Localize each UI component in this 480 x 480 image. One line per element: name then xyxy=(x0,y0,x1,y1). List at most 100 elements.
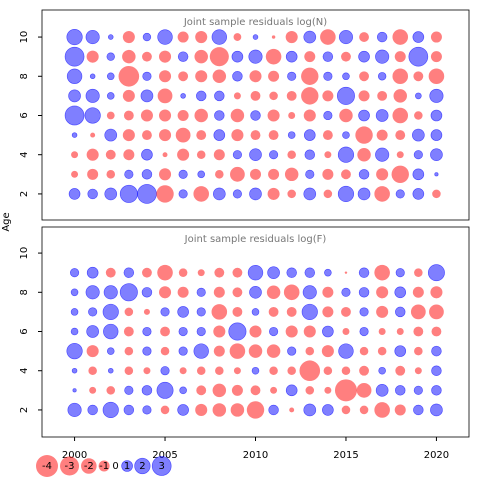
y-tick-label: 10 xyxy=(19,247,30,260)
bubble xyxy=(303,187,317,201)
bubble xyxy=(86,50,99,63)
bubble xyxy=(286,267,297,278)
bubble xyxy=(299,360,321,382)
bubble xyxy=(267,187,280,200)
bubble xyxy=(376,168,389,181)
bubble xyxy=(233,92,241,100)
bubble xyxy=(376,31,388,43)
bubble xyxy=(85,88,100,103)
bubble xyxy=(376,305,389,318)
bubble xyxy=(106,72,115,81)
bubble xyxy=(430,31,442,43)
bubble xyxy=(342,328,350,335)
x-tick-label: 2020 xyxy=(424,450,449,461)
bubble xyxy=(119,184,138,203)
bubble xyxy=(268,168,280,180)
bubble xyxy=(394,404,406,416)
bubble xyxy=(122,129,135,142)
bubble xyxy=(232,189,242,199)
bubble xyxy=(396,328,404,335)
bubble xyxy=(413,150,423,160)
bubble xyxy=(301,87,319,105)
bubble xyxy=(229,343,246,359)
bubble xyxy=(249,325,262,338)
bubble xyxy=(303,109,316,122)
bubble xyxy=(212,403,227,417)
bubble xyxy=(322,404,334,416)
bubble xyxy=(214,267,225,278)
bubble xyxy=(105,267,116,278)
bubble xyxy=(321,345,334,358)
bubble xyxy=(71,151,79,159)
bubble xyxy=(432,189,441,199)
bubble xyxy=(179,367,187,375)
bubble xyxy=(98,460,110,472)
bubble xyxy=(359,365,369,376)
bubble xyxy=(66,343,83,360)
bubble xyxy=(66,68,83,84)
bubble xyxy=(266,344,281,358)
legend-label: -1 xyxy=(99,461,109,472)
bubble xyxy=(303,129,316,141)
bubble xyxy=(265,48,282,65)
bubble xyxy=(211,29,227,45)
bubble xyxy=(196,326,206,337)
bubble xyxy=(142,267,152,278)
bubble xyxy=(123,267,135,278)
bubble xyxy=(338,343,354,359)
bubble xyxy=(304,149,315,160)
bubble xyxy=(123,149,135,161)
bubble xyxy=(286,306,297,317)
bubble xyxy=(287,131,296,139)
bubble xyxy=(157,88,173,104)
bubble xyxy=(322,130,333,141)
bubble xyxy=(270,386,278,394)
bubble xyxy=(196,287,206,297)
bubble xyxy=(324,151,332,159)
bubble xyxy=(106,347,115,355)
bubble xyxy=(233,33,242,41)
bubble xyxy=(122,31,135,44)
bubble xyxy=(230,108,245,123)
bubble xyxy=(177,148,190,161)
bubble xyxy=(212,383,227,398)
bubble xyxy=(322,168,334,180)
bubble xyxy=(359,32,369,42)
bubble xyxy=(252,34,259,40)
bubble xyxy=(141,169,153,180)
bubble xyxy=(434,172,439,177)
bubble xyxy=(160,346,170,356)
bubble xyxy=(195,70,208,83)
bubble xyxy=(213,149,225,161)
bubble xyxy=(124,169,134,179)
bubble xyxy=(119,283,138,302)
bubble xyxy=(68,188,81,200)
bubble xyxy=(159,50,172,63)
bubble xyxy=(162,152,168,158)
bubble xyxy=(143,308,150,315)
bubble xyxy=(375,109,389,122)
x-tick-label: 2005 xyxy=(152,450,177,461)
bubble xyxy=(103,285,118,300)
bubble xyxy=(269,326,279,337)
bubble xyxy=(196,366,206,375)
bubble xyxy=(336,86,355,105)
bubble xyxy=(178,189,188,199)
bubble xyxy=(86,325,99,338)
bubble xyxy=(320,29,336,45)
y-tick-label: 8 xyxy=(19,289,30,295)
bubble xyxy=(393,89,407,103)
bubble xyxy=(283,284,300,301)
bubble xyxy=(105,149,116,160)
bubble xyxy=(338,30,354,45)
bubble xyxy=(412,128,425,142)
bubble xyxy=(213,345,225,357)
bubble xyxy=(67,402,82,417)
bubble xyxy=(102,401,119,419)
bubble xyxy=(375,384,389,397)
bubble xyxy=(322,325,334,338)
bubble xyxy=(178,169,188,179)
bubble xyxy=(175,127,191,143)
bubble xyxy=(269,366,278,375)
